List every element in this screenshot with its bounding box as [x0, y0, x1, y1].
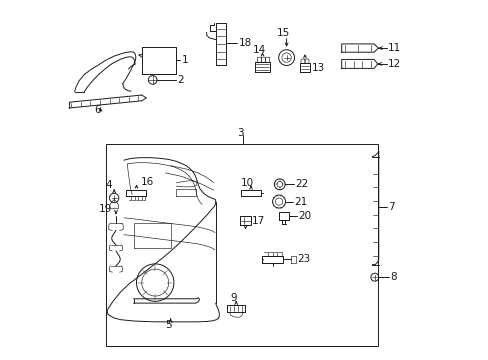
Text: 22: 22: [295, 179, 308, 189]
Text: 21: 21: [294, 197, 307, 207]
Text: 7: 7: [387, 202, 394, 212]
Text: 3: 3: [236, 128, 243, 138]
Text: 23: 23: [296, 254, 310, 264]
Text: 11: 11: [387, 43, 400, 53]
Text: 9: 9: [230, 293, 237, 303]
Text: 18: 18: [238, 38, 251, 48]
Text: 10: 10: [240, 177, 253, 188]
Text: 5: 5: [164, 320, 171, 330]
Bar: [106, 144, 377, 346]
Text: 2: 2: [177, 75, 183, 85]
Text: 12: 12: [387, 59, 400, 69]
Text: 4: 4: [105, 180, 111, 190]
Text: 15: 15: [276, 28, 289, 38]
Text: 16: 16: [141, 177, 154, 187]
Text: 20: 20: [297, 211, 310, 221]
Text: 6: 6: [94, 105, 101, 115]
Text: 1: 1: [181, 55, 188, 65]
Text: 17: 17: [251, 216, 265, 226]
Text: 8: 8: [389, 272, 396, 282]
Text: 19: 19: [99, 204, 112, 214]
Text: 13: 13: [311, 63, 324, 73]
Text: 14: 14: [252, 45, 265, 55]
